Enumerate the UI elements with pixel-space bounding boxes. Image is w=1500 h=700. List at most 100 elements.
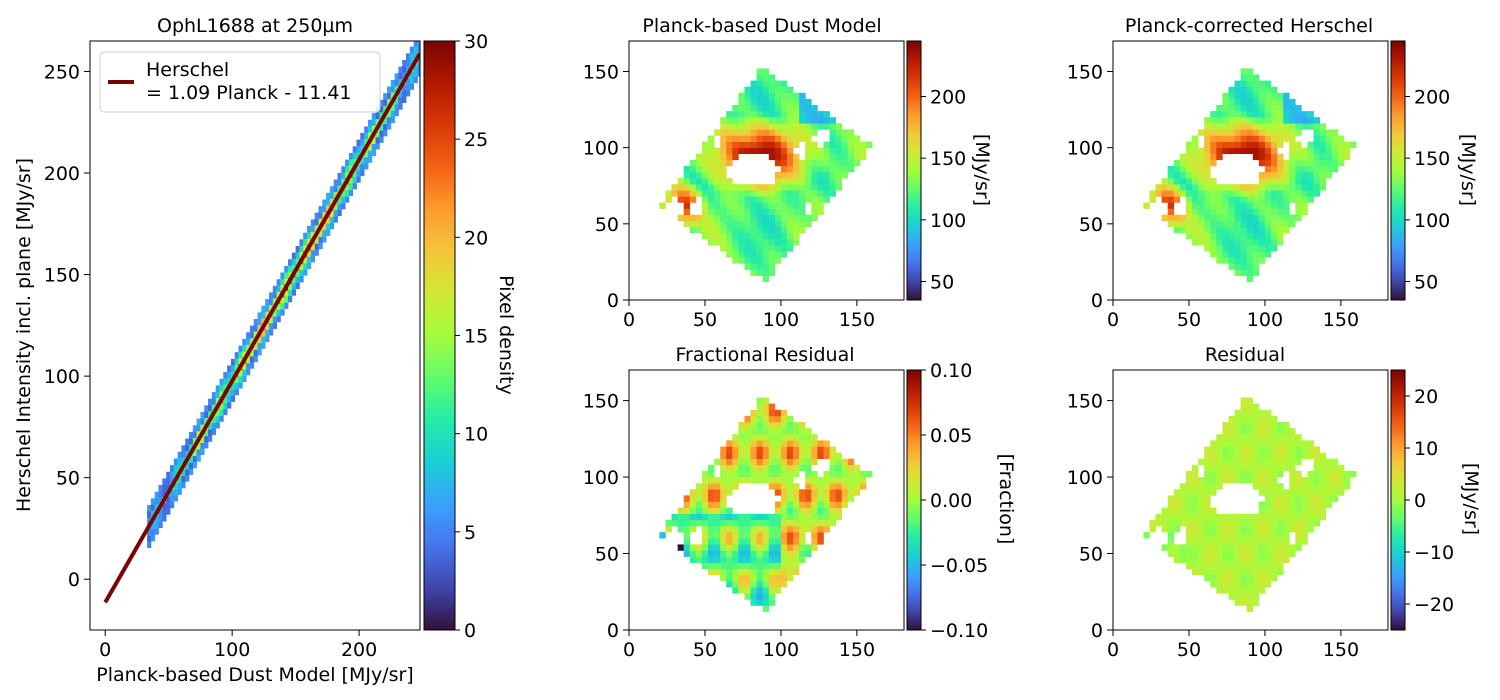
- map-cell: [811, 538, 818, 545]
- map-cell: [714, 526, 721, 533]
- map-cell: [768, 470, 776, 478]
- map-cell: [1204, 172, 1211, 179]
- map-cell: [762, 422, 770, 429]
- map-cell: [1210, 184, 1217, 191]
- map-cell: [677, 184, 684, 191]
- map-cell: [1204, 526, 1211, 533]
- map-cell: [762, 68, 770, 75]
- colorbar-tick-label: 100: [930, 210, 966, 232]
- density-cell: [189, 456, 194, 463]
- map-cell: [1204, 513, 1211, 521]
- map-cell: [1264, 581, 1272, 588]
- map-cell: [1295, 483, 1302, 490]
- map-cell: [787, 422, 794, 429]
- density-cell: [303, 232, 308, 240]
- map-cell: [1283, 501, 1290, 508]
- map-cell: [1258, 550, 1266, 557]
- map-cell: [1264, 495, 1272, 502]
- density-cell: [299, 251, 304, 258]
- density-cell: [295, 252, 300, 259]
- map-cell: [1264, 446, 1272, 453]
- map-cell: [780, 470, 788, 478]
- map-cell: [1301, 178, 1308, 185]
- map-cell: [1264, 208, 1272, 215]
- map-cell: [1173, 178, 1181, 185]
- map-cell: [1222, 257, 1229, 264]
- map-cell: [720, 184, 727, 191]
- map-cell: [762, 233, 770, 240]
- map-cell: [787, 202, 794, 209]
- map-cell: [1271, 415, 1278, 423]
- density-cell: [280, 296, 285, 304]
- map-cell: [780, 135, 788, 142]
- map-cell: [793, 428, 800, 435]
- map-cell: [726, 532, 733, 539]
- map-cell: [1161, 196, 1168, 203]
- density-cell: [276, 303, 281, 310]
- map-cell: [738, 257, 745, 264]
- map-cell: [1185, 178, 1193, 185]
- map-cell: [1283, 111, 1290, 118]
- map-cell: [762, 196, 770, 203]
- map-cell: [1240, 550, 1247, 557]
- map-cell: [1319, 165, 1326, 173]
- map-cell: [1246, 226, 1254, 234]
- map-cell: [1192, 159, 1199, 167]
- map-cell: [1198, 196, 1205, 203]
- map-cell: [805, 159, 812, 167]
- map-cell: [1204, 153, 1211, 161]
- map-cell: [1258, 532, 1266, 539]
- map-xtick-label: 50: [1177, 309, 1201, 331]
- map-cell: [1277, 470, 1284, 478]
- map-cell: [835, 452, 842, 459]
- map-xtick-label: 50: [1177, 639, 1201, 661]
- map-cell: [744, 147, 751, 154]
- map-cell: [805, 483, 812, 490]
- map-cell: [1246, 526, 1254, 533]
- map-cell: [683, 165, 691, 173]
- map-cell: [1173, 184, 1181, 191]
- map-cell: [799, 111, 806, 118]
- map-cell: [847, 470, 855, 478]
- map-cell: [1149, 519, 1156, 527]
- density-cell: [383, 129, 388, 137]
- density-cell: [291, 258, 296, 266]
- map-cell: [695, 165, 703, 173]
- map-xtick-label: 50: [693, 309, 717, 331]
- map-cell: [762, 526, 770, 533]
- map-cell: [768, 141, 776, 148]
- map-cell: [1289, 147, 1296, 154]
- density-cell: [291, 289, 296, 296]
- map-cell: [1234, 544, 1241, 551]
- map-cell: [762, 74, 770, 81]
- map-cell: [714, 190, 721, 197]
- map-cell: [1252, 214, 1260, 222]
- map-cell: [780, 477, 788, 484]
- map-cell: [793, 172, 800, 179]
- map-cell: [1179, 507, 1187, 514]
- map-cell: [1289, 172, 1296, 179]
- map-cell: [1173, 550, 1181, 557]
- map-cell: [1246, 275, 1254, 282]
- map-cell: [1295, 147, 1302, 154]
- map-cell: [1216, 562, 1223, 570]
- map-cell: [774, 440, 782, 447]
- colorbar-tick-label: 0: [1414, 490, 1426, 512]
- map-cell: [1198, 220, 1205, 228]
- map-cell: [1313, 159, 1320, 167]
- map-cell: [1204, 184, 1211, 191]
- map-cell: [762, 434, 770, 441]
- density-cell: [398, 72, 403, 80]
- map-cell: [1240, 245, 1247, 252]
- map-cell: [750, 202, 757, 209]
- map-cell: [1277, 513, 1284, 521]
- map-cell: [1258, 92, 1266, 100]
- map-cell: [1301, 196, 1308, 203]
- density-cell: [329, 216, 335, 224]
- density-cell: [379, 112, 384, 119]
- map-cell: [1216, 257, 1223, 264]
- density-cell: [158, 497, 163, 504]
- map-cell: [1277, 483, 1284, 490]
- map-ytick-label: 0: [1091, 290, 1103, 312]
- map-cell: [708, 196, 715, 203]
